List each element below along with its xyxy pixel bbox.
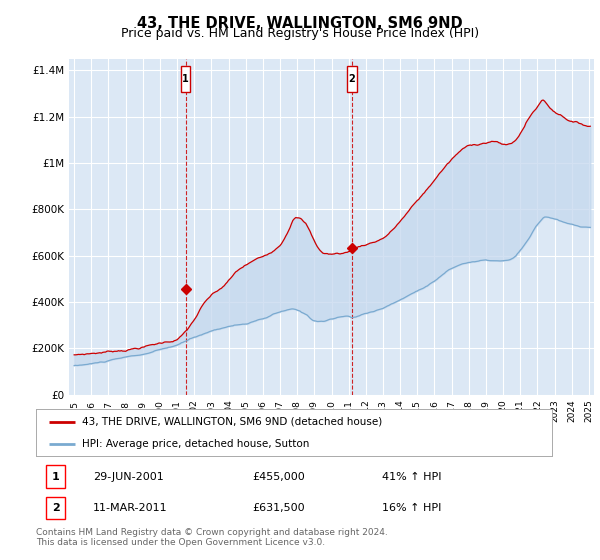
- Text: 1: 1: [182, 74, 189, 84]
- Text: 29-JUN-2001: 29-JUN-2001: [93, 472, 164, 482]
- Text: 41% ↑ HPI: 41% ↑ HPI: [382, 472, 441, 482]
- Text: 2: 2: [52, 503, 59, 513]
- Text: Contains HM Land Registry data © Crown copyright and database right 2024.
This d: Contains HM Land Registry data © Crown c…: [36, 528, 388, 547]
- Text: 43, THE DRIVE, WALLINGTON, SM6 9ND (detached house): 43, THE DRIVE, WALLINGTON, SM6 9ND (deta…: [82, 417, 383, 427]
- FancyBboxPatch shape: [46, 465, 65, 488]
- Text: HPI: Average price, detached house, Sutton: HPI: Average price, detached house, Sutt…: [82, 438, 310, 449]
- Text: Price paid vs. HM Land Registry's House Price Index (HPI): Price paid vs. HM Land Registry's House …: [121, 27, 479, 40]
- Text: 16% ↑ HPI: 16% ↑ HPI: [382, 503, 441, 513]
- Text: £455,000: £455,000: [253, 472, 305, 482]
- Text: £631,500: £631,500: [253, 503, 305, 513]
- FancyBboxPatch shape: [347, 66, 357, 92]
- Text: 43, THE DRIVE, WALLINGTON, SM6 9ND: 43, THE DRIVE, WALLINGTON, SM6 9ND: [137, 16, 463, 31]
- FancyBboxPatch shape: [181, 66, 190, 92]
- FancyBboxPatch shape: [46, 497, 65, 519]
- Text: 11-MAR-2011: 11-MAR-2011: [93, 503, 167, 513]
- Text: 2: 2: [349, 74, 355, 84]
- Text: 1: 1: [52, 472, 59, 482]
